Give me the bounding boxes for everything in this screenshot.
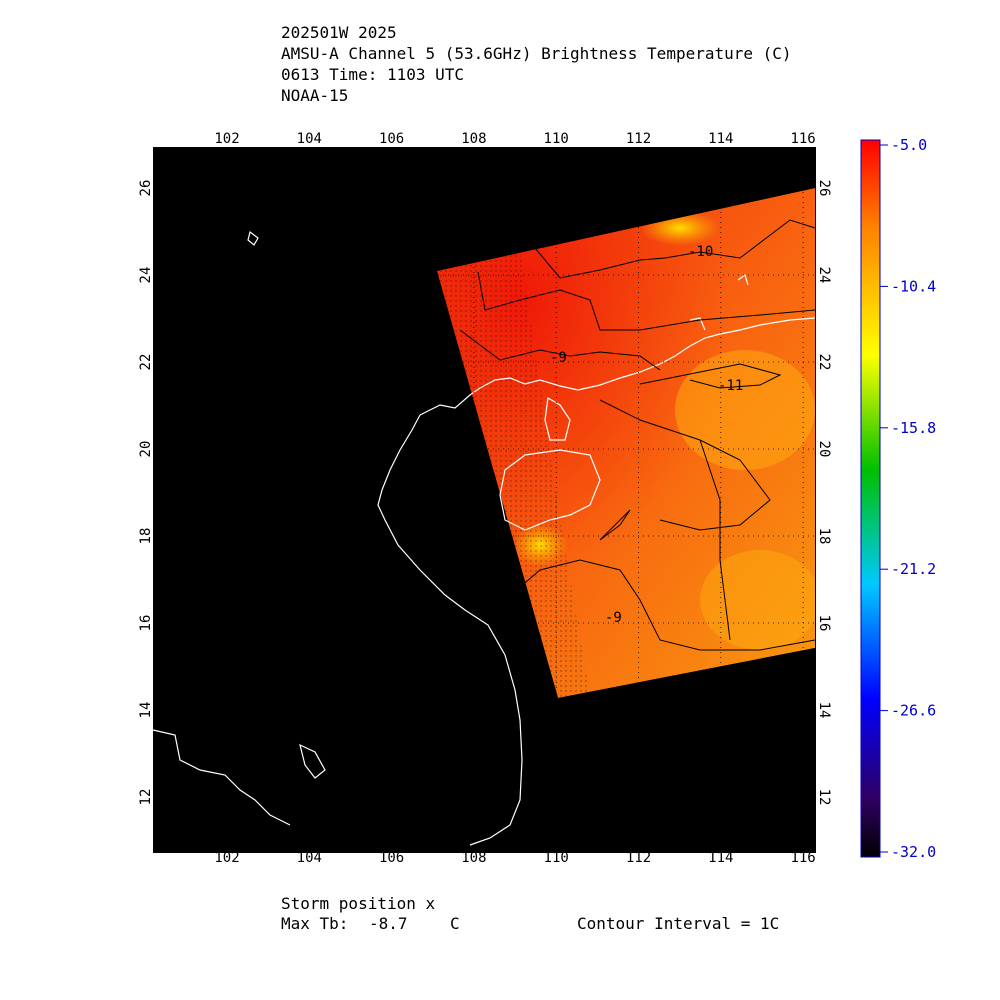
lat-labels-left: 12 14 16 18 20 22 24 26 bbox=[138, 180, 154, 806]
lon-tick-label: 114 bbox=[708, 850, 733, 866]
title-time: 0613 Time: 1103 UTC bbox=[281, 65, 465, 84]
lat-tick-label: 16 bbox=[138, 615, 154, 632]
lon-labels-bottom: 102 104 106 108 110 112 114 116 bbox=[214, 850, 815, 866]
lon-tick-label: 102 bbox=[214, 850, 239, 866]
colorbar-label: -21.2 bbox=[891, 560, 936, 578]
lat-tick-label: 26 bbox=[816, 180, 832, 197]
lat-tick-label: 14 bbox=[816, 702, 832, 719]
lon-tick-label: 106 bbox=[379, 131, 404, 147]
contour-label: -9 bbox=[550, 350, 567, 366]
title-storm-id: 202501W 2025 bbox=[281, 23, 397, 42]
lon-tick-label: 110 bbox=[544, 131, 569, 147]
contour-label: -10 bbox=[688, 244, 713, 260]
lat-tick-label: 12 bbox=[138, 789, 154, 806]
colorbar-label: -32.0 bbox=[891, 843, 936, 861]
colorbar-label: -26.6 bbox=[891, 702, 936, 720]
lon-tick-label: 108 bbox=[461, 131, 486, 147]
lat-tick-label: 18 bbox=[138, 528, 154, 545]
lat-tick-label: 12 bbox=[816, 789, 832, 806]
contour-interval: Contour Interval = 1C bbox=[577, 914, 780, 933]
lat-tick-label: 24 bbox=[816, 267, 832, 284]
storm-position-label: Storm position x bbox=[281, 894, 436, 913]
lat-tick-label: 22 bbox=[816, 354, 832, 371]
lon-tick-label: 110 bbox=[544, 850, 569, 866]
colorbar-label: -15.8 bbox=[891, 419, 936, 437]
colorbar-label: -5.0 bbox=[891, 136, 927, 154]
max-tb-value: -8.7 bbox=[369, 914, 408, 933]
lat-tick-label: 20 bbox=[816, 441, 832, 458]
lon-tick-label: 108 bbox=[461, 850, 486, 866]
lon-tick-label: 104 bbox=[297, 850, 322, 866]
lat-tick-label: 14 bbox=[138, 702, 154, 719]
lat-tick-label: 26 bbox=[138, 180, 154, 197]
lon-tick-label: 112 bbox=[626, 850, 651, 866]
lat-labels-right: 12 14 16 18 20 22 24 26 bbox=[816, 180, 832, 806]
lon-tick-label: 114 bbox=[708, 131, 733, 147]
lon-tick-label: 106 bbox=[379, 850, 404, 866]
contour-label: -11 bbox=[718, 378, 743, 394]
lon-tick-label: 102 bbox=[214, 131, 239, 147]
title-product: AMSU-A Channel 5 (53.6GHz) Brightness Te… bbox=[281, 44, 792, 63]
lat-tick-label: 18 bbox=[816, 528, 832, 545]
coastline bbox=[152, 230, 816, 846]
lat-tick-label: 20 bbox=[138, 441, 154, 458]
lon-labels-top: 102 104 106 108 110 112 114 116 bbox=[214, 131, 815, 147]
contour-label: -9 bbox=[605, 610, 622, 626]
title-satellite: NOAA-15 bbox=[281, 86, 349, 105]
lat-tick-label: 24 bbox=[138, 267, 154, 284]
max-tb-label: Max Tb: bbox=[281, 914, 349, 933]
lat-tick-label: 16 bbox=[816, 615, 832, 632]
colorbar bbox=[860, 139, 881, 858]
lon-tick-label: 104 bbox=[297, 131, 322, 147]
lon-tick-label: 116 bbox=[790, 131, 815, 147]
max-tb-unit: C bbox=[450, 914, 460, 933]
lon-tick-label: 116 bbox=[790, 850, 815, 866]
temperature-swath bbox=[437, 188, 815, 698]
lon-tick-label: 112 bbox=[626, 131, 651, 147]
lat-tick-label: 22 bbox=[138, 354, 154, 371]
colorbar-label: -10.4 bbox=[891, 277, 936, 295]
colorbar-labels: -5.0 -10.4 -15.8 -21.2 -26.6 -32.0 bbox=[880, 136, 936, 861]
